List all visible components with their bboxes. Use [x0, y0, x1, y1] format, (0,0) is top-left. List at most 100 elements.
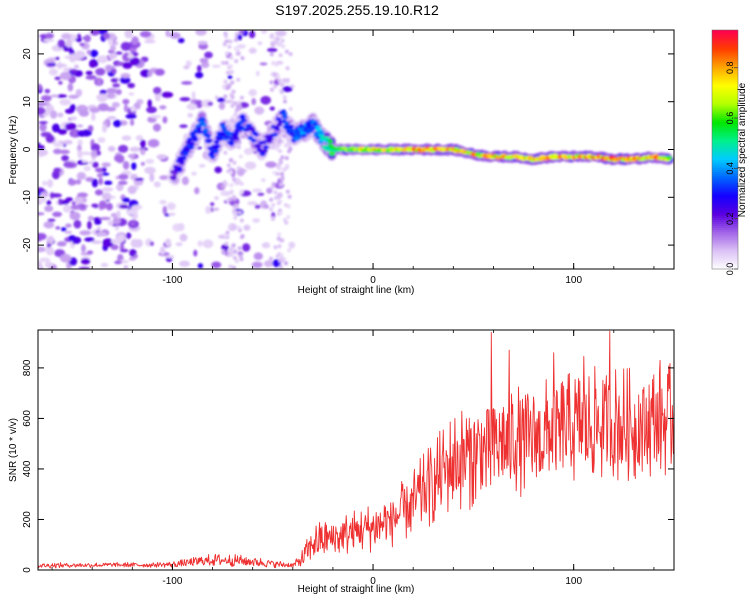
heatmap-cell: [251, 261, 263, 269]
heatmap-cell: [193, 249, 198, 257]
heatmap-cell: [50, 94, 59, 98]
heatmap-cell: [254, 106, 265, 115]
heatmap-cell: [38, 83, 42, 91]
heatmap-cell: [243, 147, 254, 155]
heatmap-cell: [113, 154, 124, 162]
heatmap-cell: [77, 130, 87, 137]
colorbar-band: [712, 177, 738, 180]
colorbar-band: [712, 37, 738, 41]
heatmap-cell: [40, 95, 52, 102]
heatmap-cell: [64, 122, 77, 130]
heatmap-x-label: Height of straight line (km): [298, 285, 415, 296]
snr-frame: [37, 329, 675, 571]
heatmap-cell: [149, 173, 155, 182]
colorbar-band: [712, 131, 738, 135]
heatmap-cell: [223, 150, 228, 155]
heatmap-cell: [130, 119, 135, 126]
heatmap-cell: [265, 161, 277, 168]
heatmap-cell: [91, 178, 99, 188]
colorbar-band: [712, 205, 738, 208]
heatmap-cell: [269, 207, 274, 212]
heatmap-cell: [201, 61, 210, 69]
heatmap-cell: [144, 166, 156, 175]
heatmap-cell: [42, 180, 48, 186]
heatmap-cell: [197, 263, 204, 269]
heatmap-cell: [234, 259, 239, 263]
heatmap-cell: [284, 49, 289, 54]
heatmap-cell: [68, 68, 78, 74]
heatmap-cell: [222, 180, 227, 184]
colorbar-band: [712, 253, 738, 256]
heatmap-cell: [95, 68, 106, 76]
heatmap-cell: [53, 142, 64, 148]
colorbar-band: [712, 93, 738, 97]
colorbar-band: [712, 57, 738, 61]
heatmap-cell: [211, 64, 221, 68]
heatmap-cell: [232, 265, 236, 269]
colorbar-band: [712, 227, 738, 230]
colorbar-band: [712, 255, 738, 258]
heatmap-cell: [38, 195, 46, 204]
colorbar-band: [712, 199, 738, 202]
heatmap-cell: [57, 112, 64, 118]
heatmap-cell: [147, 138, 160, 148]
colorbar-band: [712, 261, 738, 264]
heatmap-cell: [114, 226, 120, 231]
heatmap-cell: [232, 255, 237, 260]
heatmap-cell: [278, 192, 283, 197]
colorbar-band: [712, 215, 738, 218]
colorbar-band: [712, 71, 738, 75]
heatmap-cell: [270, 43, 275, 48]
heatmap-cell: [255, 70, 260, 77]
heatmap-cell: [212, 149, 219, 154]
heatmap-cell: [223, 94, 228, 99]
heatmap-cell: [181, 156, 188, 160]
heatmap-cell: [178, 160, 185, 165]
heatmap-cell: [179, 97, 191, 102]
heatmap-cell: [263, 145, 270, 150]
heatmap-cell: [119, 76, 131, 84]
heatmap-cell: [282, 95, 287, 100]
heatmap-cell: [76, 172, 87, 180]
heatmap-cell: [214, 166, 223, 174]
heatmap-cell: [225, 70, 230, 75]
heatmap-cell: [171, 175, 178, 180]
snr-panel: -100 0 100 0 200 400 600 800 Height of straight…: [8, 329, 675, 595]
colorbar-band: [712, 133, 738, 137]
heatmap-cell: [86, 250, 94, 255]
heatmap-cell: [149, 241, 154, 247]
heatmap-cell: [103, 32, 111, 40]
snr-xtick-label: 100: [565, 576, 582, 587]
heatmap-cell: [67, 83, 74, 92]
heatmap-cell: [44, 261, 53, 268]
heatmap-cell: [206, 138, 213, 143]
heatmap-cell: [98, 200, 107, 210]
colorbar-band: [712, 141, 738, 145]
colorbar-band: [712, 103, 738, 107]
heatmap-cell: [74, 197, 84, 205]
heatmap-cell: [263, 260, 274, 268]
heatmap-cell: [130, 238, 140, 248]
heatmap-cell: [61, 33, 72, 40]
heatmap-xtick-label: 0: [370, 275, 376, 286]
colorbar-band: [712, 165, 738, 169]
heatmap-cell: [280, 155, 285, 160]
heatmap-cell: [211, 261, 222, 269]
heatmap-cell: [286, 204, 291, 209]
heatmap-cell: [43, 38, 55, 42]
heatmap-cell: [221, 60, 225, 65]
heatmap-cell: [270, 217, 275, 221]
heatmap-cell: [38, 212, 45, 216]
heatmap-cell: [94, 219, 102, 225]
heatmap-cell: [122, 161, 130, 170]
colorbar-band: [712, 77, 738, 81]
snr-ytick-label: 800: [22, 359, 33, 376]
colorbar-band: [712, 75, 738, 79]
colorbar-band: [712, 107, 738, 111]
heatmap-cell: [38, 142, 41, 150]
heatmap-cell: [230, 118, 235, 123]
heatmap-cell: [79, 230, 92, 236]
colorbar-band: [712, 189, 738, 192]
heatmap-cell: [134, 177, 144, 181]
colorbar-band: [712, 209, 738, 212]
